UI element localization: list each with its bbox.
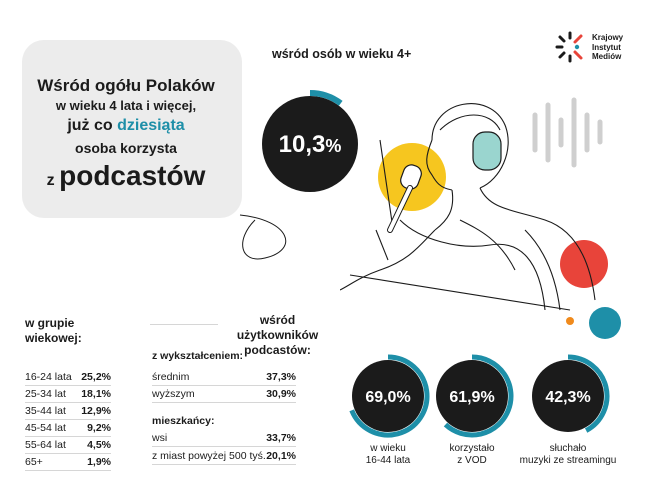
logo-line-3: Mediów [592,52,622,61]
residence-row-value: 20,1% [266,450,296,462]
headline-line-2: w wieku 4 lata i więcej, [55,98,197,113]
users-title-line-1: wśród użytkowników [236,313,319,342]
stat-caption: w wieku 16-44 lata [328,443,448,467]
residence-title: mieszkańcy: [152,415,215,427]
age-group-title: w grupie wiekowej: [25,316,82,346]
stat-donut-arc [443,354,514,438]
residence-row: z miast powyżej 500 tyś. 20,1% [152,448,296,465]
headline-podcasts: podcastów [59,160,206,191]
headline-bubble [22,40,242,218]
age-row: 65+ 1,9% [25,454,111,471]
headline-accent: dziesiąta [117,117,185,134]
age-group-title-line-2: wiekowej: [25,331,82,345]
stat-caption-line: muzyki ze streamingu [519,455,617,466]
education-row: średnim 37,3% [152,369,296,386]
stat-caption-line: z VOD [457,455,487,466]
age-row: 45-54 lat 9,2% [25,420,111,437]
stat-donut: 61,9% [436,354,514,438]
stat-caption-line: w wieku [370,443,406,454]
age-row: 16-24 lata 25,2% [25,369,111,386]
age-row-value: 25,2% [81,371,111,383]
stat-donut-value: 69,0% [365,389,410,406]
stat-donut-disc [532,360,604,432]
age-row-value: 9,2% [87,422,111,434]
logo-name: Krajowy Instytut Mediów [592,33,623,62]
stat-donut-disc [352,360,424,432]
stat-caption-line: 16-44 lata [365,455,411,466]
age-row-label: 16-24 lata [25,371,72,383]
headline-line-1: Wśród ogółu Polaków [37,76,215,95]
stat-caption: korzystało z VOD [412,443,532,467]
stat-donut-arc [349,354,430,438]
stat-caption-line: słuchało [549,443,587,454]
education-row-label: wyższym [152,388,195,400]
users-divider [150,324,218,325]
stat-donut: 69,0% [349,354,430,438]
logo-line-2: Instytut [592,42,621,52]
education-row-label: średnim [152,371,190,383]
headline-line-5-prefix: z [46,172,60,189]
age-row-label: 35-44 lat [25,405,66,417]
age-row-label: 45-54 lat [25,422,66,434]
stat-donut: 42,3% [532,354,610,433]
residence-row-label: z miast powyżej 500 tyś. [152,450,266,462]
age-row-label: 65+ [25,456,43,468]
stat-caption-line: korzystało [449,443,495,454]
education-row-value: 37,3% [266,371,296,383]
age-row-label: 25-34 lat [25,388,66,400]
main-stat-value: 10,3% [279,131,342,158]
age-row-value: 12,9% [81,405,111,417]
bubble-tail-icon [239,214,287,260]
residence-row: wsi 33,7% [152,430,296,447]
age-group-title-line-1: w grupie [25,316,75,330]
kim-logo-icon [555,31,583,63]
age-row: 35-44 lat 12,9% [25,403,111,420]
age-row: 55-64 lat 4,5% [25,437,111,454]
main-stat-donut: 10,3% [262,90,358,192]
stat-donut-value: 42,3% [545,389,590,406]
main-stat-arc [309,90,343,106]
headline-line-3-prefix: już co [67,117,118,134]
age-row-value: 4,5% [87,439,111,451]
age-row: 25-34 lat 18,1% [25,386,111,403]
education-row-value: 30,9% [266,388,296,400]
residence-row-value: 33,7% [266,432,296,444]
age-row-label: 55-64 lat [25,439,66,451]
main-stat-label: wśród osób w wieku 4+ [272,47,412,61]
logo-line-1: Krajowy [592,33,624,42]
education-row: wyższym 30,9% [152,386,296,403]
podcaster-illustration [340,97,621,339]
users-title-line-2: podcastów: [244,343,311,357]
age-row-value: 18,1% [81,388,111,400]
residence-row-label: wsi [152,432,168,444]
headline-line-3: już co dziesiąta [0,117,252,135]
stat-donut-arc [567,354,610,433]
headline-line-5: z podcastów [0,160,252,192]
stat-donut-value: 61,9% [449,389,494,406]
users-section-title: wśród użytkowników podcastów: [220,313,335,358]
stat-donut-disc [436,360,508,432]
age-row-value: 1,9% [87,456,111,468]
headline-line-4: osoba korzysta [75,140,177,156]
education-title: z wykształceniem: [152,350,244,362]
stat-caption: słuchało muzyki ze streamingu [508,443,628,467]
